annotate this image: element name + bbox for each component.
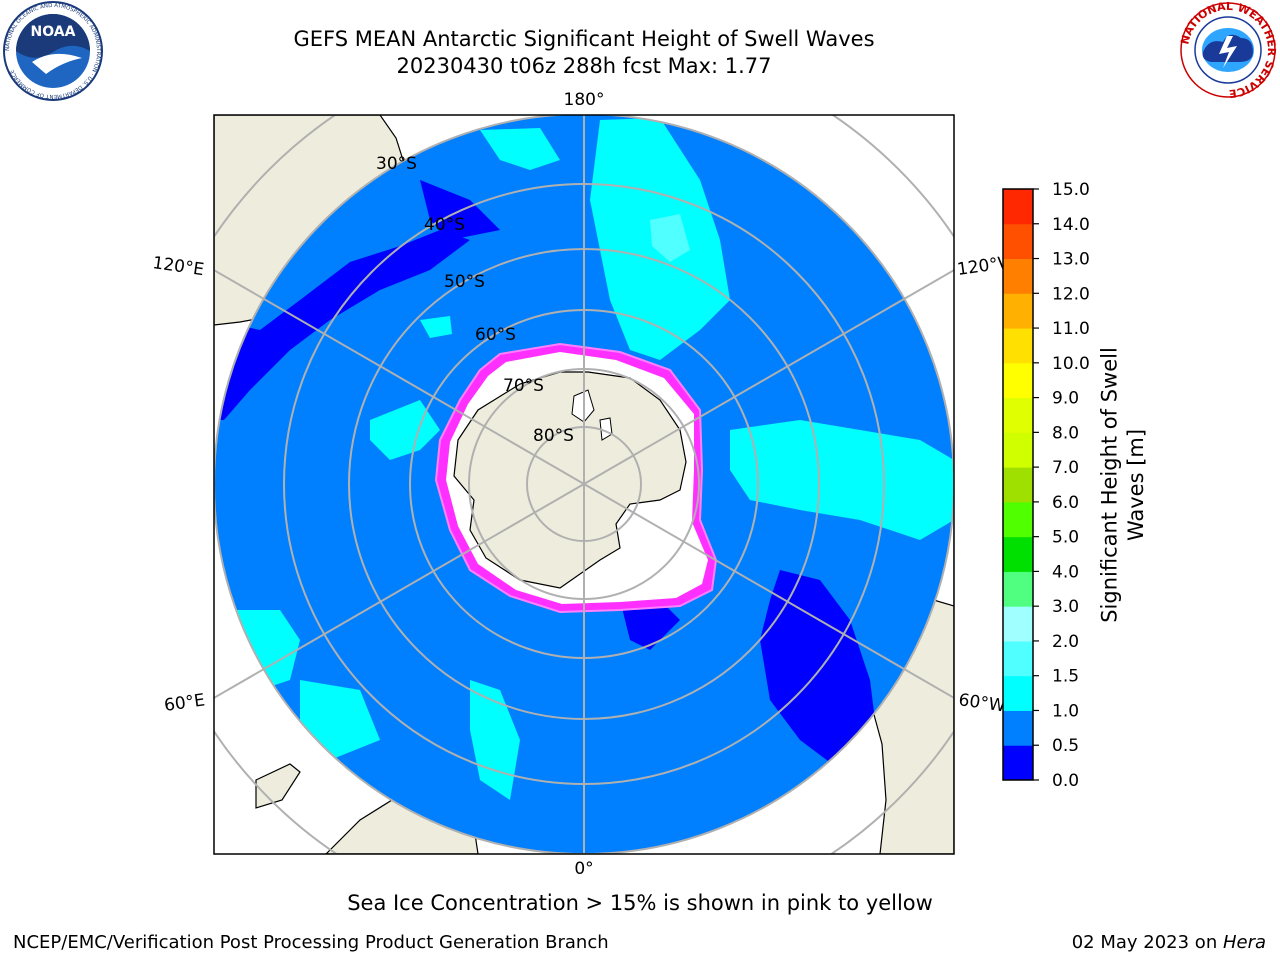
chart-subtitle-run: 20230430 t06z 288h fcst Max: 1.77 <box>396 54 772 78</box>
colorbar-bin <box>1003 467 1033 503</box>
colorbar-bin <box>1003 397 1033 433</box>
colorbar-bin <box>1003 328 1033 364</box>
colorbar-bin <box>1003 223 1033 260</box>
lon-label-180: 180° <box>564 90 605 110</box>
colorbar-bin <box>1003 189 1033 225</box>
colorbar-bin <box>1003 432 1033 468</box>
lon-label-120e: 120°E <box>151 253 205 280</box>
colorbar-bin <box>1003 675 1033 711</box>
colorbar-tick-label: 1.0 <box>1052 701 1079 721</box>
sea-ice-note: Sea Ice Concentration > 15% is shown in … <box>347 891 933 915</box>
lat-label-70s: 70°S <box>503 376 544 396</box>
colorbar-tick-label: 6.0 <box>1052 493 1079 513</box>
colorbar-tick-label: 8.0 <box>1052 423 1079 443</box>
colorbar-ticks: 0.0 0.5 1.0 1.5 2.0 3.0 4.0 5.0 6.0 7.0 8.0 9.0 10.0… <box>1033 180 1090 791</box>
chart-title: GEFS MEAN Antarctic Significant Height o… <box>293 27 875 51</box>
national-weather-service-logo-icon: NATIONAL WEATHER SERVICE <box>1178 0 1278 100</box>
colorbar-bin <box>1003 362 1033 399</box>
lat-label-50s: 50°S <box>444 272 485 292</box>
colorbar-bin <box>1003 640 1033 677</box>
colorbar-bin <box>1003 536 1033 572</box>
graticule <box>214 115 954 854</box>
colorbar-tick-label: 0.5 <box>1052 736 1079 756</box>
colorbar-tick-label: 5.0 <box>1052 528 1079 548</box>
colorbar-tick-label: 7.0 <box>1052 458 1079 478</box>
colorbar-tick-label: 9.0 <box>1052 389 1079 409</box>
lon-label-0: 0° <box>574 859 593 879</box>
colorbar-tick-label: 13.0 <box>1052 250 1090 270</box>
map-frame <box>213 114 955 855</box>
colorbar-tick-label: 10.0 <box>1052 354 1090 374</box>
colorbar-bin <box>1003 501 1033 538</box>
colorbar-tick-label: 14.0 <box>1052 215 1090 235</box>
noaa-logo-text: NOAA <box>31 24 76 40</box>
colorbar-tick-label: 11.0 <box>1052 319 1090 339</box>
colorbar-tick-label: 3.0 <box>1052 597 1079 617</box>
colorbar-bin <box>1003 606 1033 642</box>
peak-swell-patches <box>650 214 690 262</box>
colorbar-bin <box>1003 258 1033 294</box>
colorbar-bin <box>1003 571 1033 607</box>
colorbar-frame <box>1002 188 1034 781</box>
footer-host: Hera <box>1222 932 1266 953</box>
colorbar-label: Significant Height of Swell Waves [m] <box>1098 347 1148 623</box>
lat-label-30s: 30°S <box>376 154 417 174</box>
colorbar-tick-label: 4.0 <box>1052 562 1079 582</box>
colorbar-bin <box>1003 745 1033 781</box>
lat-label-60s: 60°S <box>475 325 516 345</box>
colorbar-tick-label: 0.0 <box>1052 771 1079 791</box>
colorbar-bin <box>1003 293 1033 329</box>
lon-label-60e: 60°E <box>163 690 206 715</box>
colorbar <box>1003 189 1033 781</box>
lat-label-40s: 40°S <box>424 215 465 235</box>
colorbar-tick-label: 12.0 <box>1052 284 1090 304</box>
lon-label-60w: 60°W <box>957 690 1006 716</box>
colorbar-tick-label: 15.0 <box>1052 180 1090 200</box>
footer-date-text: 02 May 2023 on <box>1071 932 1223 953</box>
colorbar-bin <box>1003 710 1033 746</box>
lat-label-80s: 80°S <box>533 426 574 446</box>
noaa-logo-icon: NOAA NATIONAL OCEANIC AND ATMOSPHERIC AD… <box>3 1 103 101</box>
footer-date: 02 May 2023 on Hera <box>1072 932 1266 953</box>
footer-credit: NCEP/EMC/Verification Post Processing Pr… <box>13 932 609 953</box>
colorbar-tick-label: 2.0 <box>1052 632 1079 652</box>
colorbar-tick-label: 1.5 <box>1052 667 1079 687</box>
